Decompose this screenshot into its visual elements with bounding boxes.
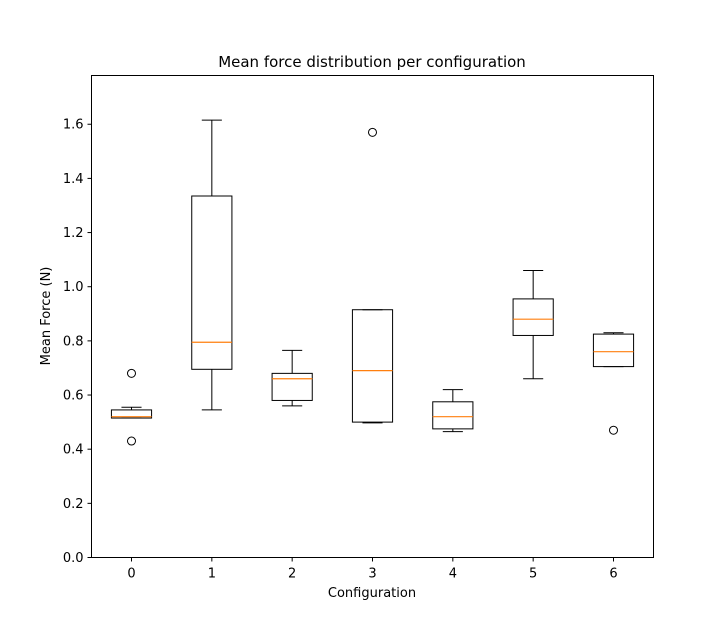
iqr-box <box>512 298 554 336</box>
box-group-0 <box>110 368 153 446</box>
iqr-box <box>191 195 233 370</box>
boxes-layer <box>110 119 635 446</box>
y-tick-label: 0.4 <box>63 443 84 458</box>
x-tick-label: 4 <box>449 567 457 582</box>
y-tick-label: 0.6 <box>63 389 84 404</box>
y-axis-title: Mean Force (N) <box>39 267 54 366</box>
y-tick-label: 1.0 <box>63 280 84 295</box>
x-tick-label: 6 <box>609 567 617 582</box>
box-group-6 <box>592 332 635 435</box>
outlier-point <box>368 127 377 137</box>
y-axis: 0.0 0.2 0.4 0.6 0.8 1.0 1.2 1.4 1.6 <box>63 118 92 566</box>
x-tick-label: 2 <box>288 567 296 582</box>
x-tick-label: 3 <box>368 567 376 582</box>
y-tick-label: 0.0 <box>63 551 84 566</box>
outlier-point <box>127 368 136 378</box>
y-tick-label: 0.2 <box>63 497 84 512</box>
y-tick-label: 0.8 <box>63 334 84 349</box>
x-tick-label: 1 <box>208 567 216 582</box>
iqr-box <box>432 401 474 430</box>
plot-frame <box>91 75 654 558</box>
outlier-point <box>609 425 618 435</box>
y-tick-label: 1.4 <box>63 172 84 187</box>
chart-title: Mean force distribution per configuratio… <box>218 53 526 71</box>
outlier-point <box>127 436 136 446</box>
iqr-box <box>271 372 313 401</box>
x-axis-title: Configuration <box>328 586 416 601</box>
iqr-box <box>592 333 635 368</box>
box-group-1 <box>191 119 233 411</box>
box-group-2 <box>271 349 313 407</box>
y-tick-label: 1.6 <box>63 118 84 133</box>
x-tick-label: 5 <box>529 567 537 582</box>
box-group-5 <box>512 269 554 380</box>
x-tick-label: 0 <box>127 567 135 582</box>
box-group-3 <box>351 127 394 424</box>
box-group-4 <box>432 389 474 433</box>
iqr-box <box>351 309 394 423</box>
iqr-box <box>110 409 153 419</box>
y-tick-label: 1.2 <box>63 226 84 241</box>
x-axis: 0 1 2 3 4 5 6 <box>127 557 618 582</box>
